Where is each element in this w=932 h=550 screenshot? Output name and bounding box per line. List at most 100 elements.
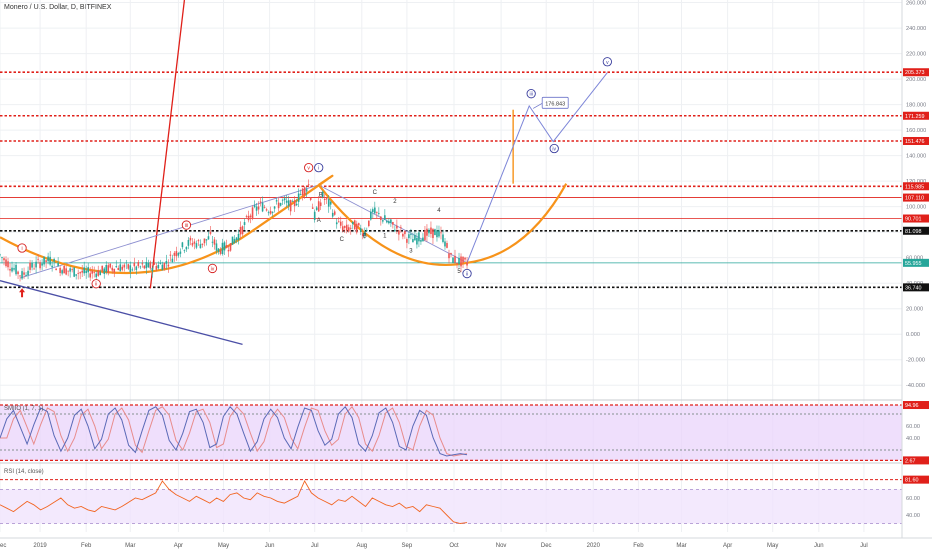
wave-label: 5	[457, 269, 461, 275]
candle-body	[241, 226, 244, 235]
candle-body	[47, 256, 49, 262]
candle-body	[311, 207, 314, 209]
candle-body	[450, 253, 452, 255]
price-level-badge	[903, 214, 929, 223]
candle-body	[173, 252, 176, 256]
smi-tick-label: 60.00	[906, 424, 920, 430]
candle-body	[139, 266, 142, 268]
candle-body	[263, 207, 266, 209]
candle-body	[309, 197, 312, 200]
candle-body	[125, 262, 128, 264]
cup-curve-right[interactable]	[317, 183, 568, 267]
candle-body	[366, 229, 368, 231]
wave-label-circle	[207, 263, 218, 274]
candle-body	[317, 201, 320, 212]
wave-label: ii	[466, 272, 468, 278]
upper-trend-line[interactable]	[19, 184, 319, 279]
candle-body	[95, 273, 98, 278]
candle-body	[424, 230, 426, 240]
candle-body	[189, 237, 192, 241]
rsi-band	[0, 489, 902, 524]
smi-level-badge-label: 2.67	[905, 458, 916, 464]
price-level-badge	[903, 136, 929, 145]
candle-body	[337, 221, 340, 223]
cup-curve-left[interactable]	[0, 174, 334, 275]
candle-body	[414, 234, 416, 241]
candle-body	[321, 191, 324, 198]
price-level-badge-label: 205.373	[905, 70, 925, 76]
candle-body	[165, 261, 168, 264]
candle-body	[199, 244, 202, 249]
smi-indicator-label: SMIIO (1, 7, 1)	[4, 406, 43, 412]
wave-label: iii	[530, 92, 533, 98]
smi-line	[0, 405, 468, 457]
candle-body	[219, 250, 222, 254]
price-callout-pointer	[533, 103, 543, 109]
price-tick-label: 180.000	[906, 103, 926, 109]
candle-body	[117, 267, 120, 271]
time-tick-label: 2019	[33, 543, 47, 549]
candle-body	[432, 228, 434, 239]
price-callout-box[interactable]	[541, 96, 569, 109]
candle-body	[11, 267, 13, 272]
candle-body	[209, 231, 212, 234]
price-tick-label: 240.000	[906, 26, 926, 32]
time-tick-label: Apr	[174, 543, 183, 549]
wave-label-circle	[304, 163, 314, 173]
candle-body	[45, 260, 47, 262]
candle-body	[143, 265, 146, 269]
candle-body	[75, 274, 77, 276]
wave-label-circle	[314, 163, 324, 173]
candle-body	[177, 252, 180, 256]
candle-body	[191, 243, 194, 246]
candle-body	[404, 230, 406, 235]
red-trend-line[interactable]	[149, 0, 186, 289]
candle-body	[289, 200, 292, 212]
candle-body	[388, 221, 390, 224]
price-tick-label: -40.000	[906, 383, 925, 389]
candle-body	[183, 250, 186, 252]
lower-channel-line[interactable]	[0, 280, 243, 346]
candle-body	[315, 207, 318, 210]
candle-body	[372, 209, 374, 213]
candle-body	[396, 225, 398, 229]
candle-body	[410, 234, 412, 235]
wave-label-circle	[526, 89, 536, 99]
candle-body	[323, 198, 326, 200]
wave-projection-path[interactable]	[466, 72, 608, 263]
smi-band	[0, 405, 902, 461]
candle-body	[195, 243, 198, 248]
time-axis[interactable]: ec 2019 Feb Mar Apr May Jun Jul Aug Sep Oct Nov Dec 2…	[0, 537, 932, 549]
candle-body	[251, 207, 254, 219]
candle-body	[155, 266, 158, 270]
price-candles	[0, 179, 468, 284]
candle-body	[203, 238, 206, 244]
candle-body	[99, 271, 102, 276]
candle-body	[464, 257, 466, 260]
grid-lines	[0, 0, 902, 532]
candle-body	[83, 267, 85, 274]
price-tick-label: 220.000	[906, 52, 926, 58]
time-tick-label: ec	[0, 543, 6, 549]
price-axis[interactable]: 260.000 240.000 220.000 200.000 180.000 160.0…	[901, 0, 932, 550]
candle-body	[345, 224, 348, 231]
candle-body	[406, 239, 408, 243]
drawings[interactable]: 176.843	[0, 0, 608, 346]
candle-body	[386, 220, 388, 223]
price-level-badge-label: 151.476	[905, 139, 925, 145]
price-level-badge	[903, 226, 929, 235]
candle-body	[360, 228, 362, 233]
candle-body	[149, 262, 152, 269]
candle-body	[394, 229, 396, 232]
time-tick-label: Mar	[676, 543, 686, 549]
candle-body	[257, 206, 260, 210]
time-tick-label: Oct	[449, 543, 459, 549]
price-callout-text: 176.843	[545, 101, 565, 107]
candle-body	[111, 267, 114, 271]
candle-body	[113, 268, 116, 273]
candle-body	[71, 269, 73, 271]
candle-body	[201, 243, 204, 245]
candle-body	[452, 257, 454, 263]
price-tick-label: 60.000	[906, 256, 923, 262]
